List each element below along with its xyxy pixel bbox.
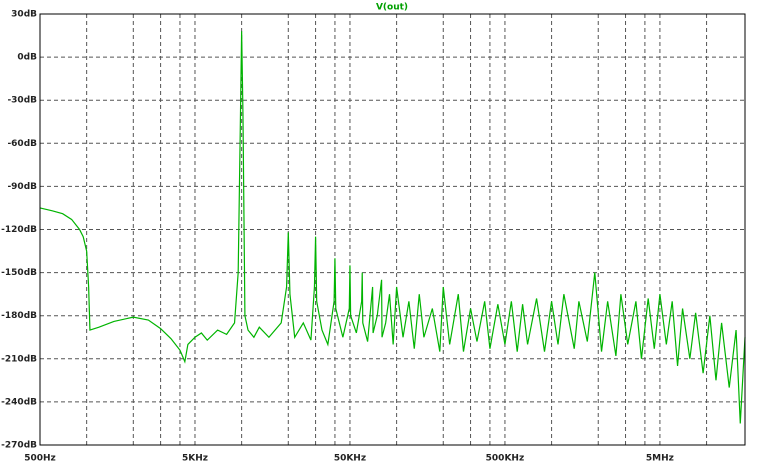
x-tick-label: 5MHz (646, 454, 674, 464)
chart-title: V(out) (376, 3, 408, 13)
y-tick-label: -180dB (1, 311, 37, 321)
series-line (39, 31, 746, 424)
y-tick-label: -240dB (1, 397, 37, 407)
plot-frame (39, 13, 746, 446)
y-tick-label: -90dB (7, 182, 37, 192)
y-tick-label: 30dB (11, 10, 37, 20)
y-tick-label: -270dB (1, 441, 37, 451)
x-tick-label: 500KHz (486, 454, 525, 464)
y-tick-label: -150dB (1, 268, 37, 278)
y-tick-label: -60dB (7, 139, 37, 149)
x-tick-label: 50KHz (334, 454, 366, 464)
x-tick-label: 5KHz (182, 454, 208, 464)
y-tick-label: -30dB (7, 96, 37, 106)
y-tick-label: -210dB (1, 354, 37, 364)
y-tick-label: -120dB (1, 225, 37, 235)
x-tick-label: 500Hz (24, 454, 56, 464)
y-tick-label: 0dB (17, 53, 37, 63)
